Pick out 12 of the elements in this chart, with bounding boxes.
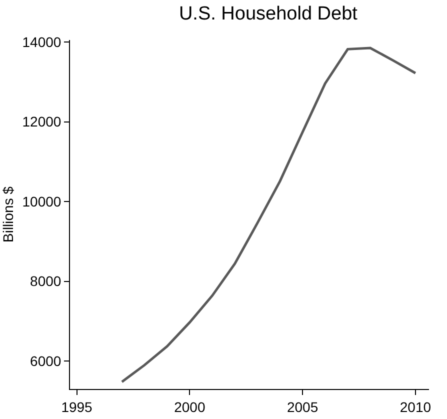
y-tick-label: 6000 [30,352,62,369]
x-tick-label: 2010 [400,398,432,415]
y-tick-label: 8000 [30,273,62,290]
line-series [120,46,417,384]
chart-title: U.S. Household Debt [178,4,358,25]
x-tick-label: 2000 [174,398,206,415]
x-tick-label: 2005 [286,398,318,415]
y-tick-label: 10000 [22,193,62,210]
y-tick-label: 14000 [22,34,62,50]
y-tick-label: 12000 [22,114,62,130]
x-tick-label: 1995 [61,398,93,415]
y-axis-title: Billions $ [0,186,16,243]
